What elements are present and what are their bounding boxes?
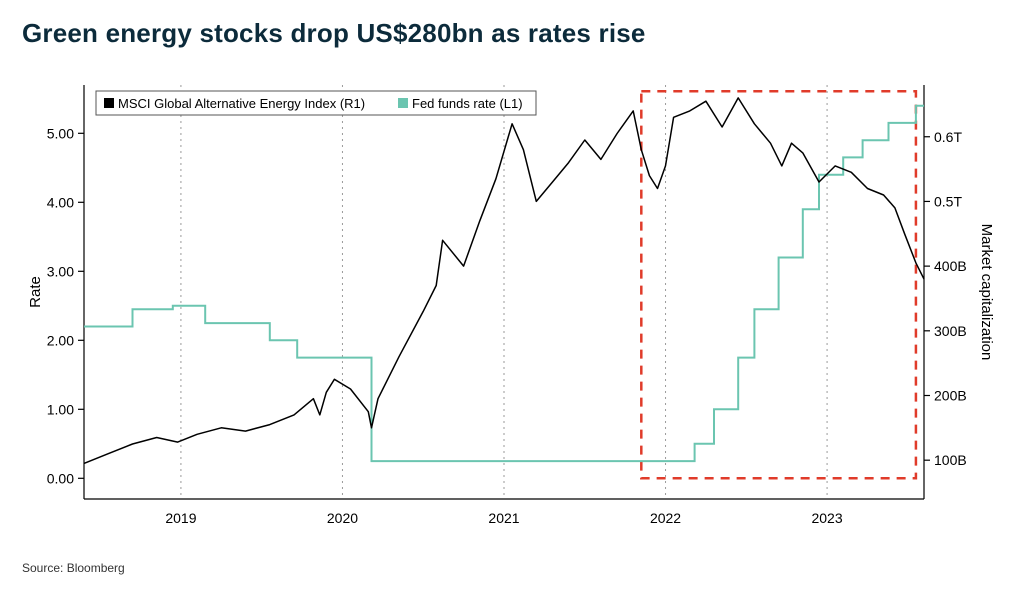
chart-svg: 2019 2020 2021 2022 2023 0.00 1.00 2.00 3.00 4.00… xyxy=(22,57,1002,557)
x-tick-label: 2019 xyxy=(165,510,196,526)
yR-tick-label: 100B xyxy=(934,452,967,468)
yL-tick-label: 0.00 xyxy=(47,470,74,486)
energy-index-line xyxy=(84,98,924,464)
yR-tick-label: 300B xyxy=(934,323,967,339)
x-tick-label: 2020 xyxy=(327,510,358,526)
legend-swatch-1 xyxy=(104,98,114,108)
legend-swatch-2 xyxy=(398,98,408,108)
yR-tick-label: 0.6T xyxy=(934,129,962,145)
page-title: Green energy stocks drop US$280bn as rat… xyxy=(22,18,1002,49)
yR-axis-label: Market capitalization xyxy=(978,224,995,361)
yL-tick-label: 5.00 xyxy=(47,125,74,141)
yL-tick-label: 1.00 xyxy=(47,401,74,417)
x-tick-label: 2021 xyxy=(488,510,519,526)
yR-tick-label: 400B xyxy=(934,258,967,274)
yL-axis-label: Rate xyxy=(27,276,44,308)
x-tick-label: 2023 xyxy=(811,510,842,526)
dual-axis-line-chart: 2019 2020 2021 2022 2023 0.00 1.00 2.00 3.00 4.00… xyxy=(22,57,1002,557)
yR-tick-label: 0.5T xyxy=(934,193,962,209)
yR-tick-label: 200B xyxy=(934,388,967,404)
yL-tick-label: 3.00 xyxy=(47,263,74,279)
source-caption: Source: Bloomberg xyxy=(22,561,1002,575)
legend-label-1: MSCI Global Alternative Energy Index (R1… xyxy=(118,96,365,111)
legend-label-2: Fed funds rate (L1) xyxy=(412,96,523,111)
x-tick-label: 2022 xyxy=(650,510,681,526)
yL-tick-label: 4.00 xyxy=(47,194,74,210)
yL-tick-label: 2.00 xyxy=(47,332,74,348)
